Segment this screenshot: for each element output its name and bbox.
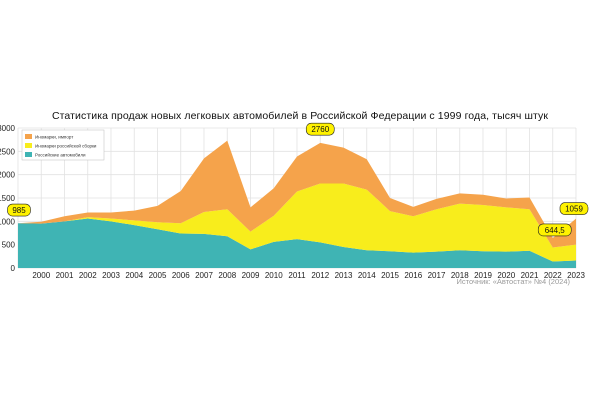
x-tick-label: 2014 xyxy=(358,271,376,280)
x-tick-label: 2020 xyxy=(497,271,515,280)
x-tick-label: 2001 xyxy=(56,271,74,280)
x-tick-label: 2011 xyxy=(288,271,306,280)
legend-swatch xyxy=(25,134,32,139)
x-tick-label: 2008 xyxy=(218,271,236,280)
annotation-label: 644,5 xyxy=(545,226,566,235)
source-note: Источник: «Автостат» №4 (2024) xyxy=(456,277,570,286)
annotation-label: 1059 xyxy=(565,205,583,214)
x-tick-label: 2000 xyxy=(32,271,50,280)
area-series xyxy=(18,140,576,268)
annotation-badge xyxy=(7,203,31,217)
annotation-badge xyxy=(537,223,572,237)
x-tick-label: 2019 xyxy=(474,271,492,280)
annotation-label: 985 xyxy=(12,206,26,215)
x-tick-label: 2004 xyxy=(125,271,143,280)
y-tick-label: 0 xyxy=(11,264,16,273)
x-tick-label: 2021 xyxy=(521,271,539,280)
annotation-label: 2760 xyxy=(311,125,329,134)
x-tick-label: 2018 xyxy=(451,271,469,280)
x-tick-label: 2017 xyxy=(428,271,446,280)
x-tick-label: 2006 xyxy=(172,271,190,280)
x-tick-label: 2012 xyxy=(311,271,329,280)
x-tick-label: 2022 xyxy=(544,271,562,280)
legend-label: Иномарки российской сборки xyxy=(35,143,97,149)
legend: Иномарки, импорт Иномарки российской сбор… xyxy=(21,129,105,161)
legend-swatch xyxy=(25,152,32,157)
area-series-2 xyxy=(18,183,576,262)
legend-label: Российские автомобили xyxy=(35,152,86,158)
annotation-badge xyxy=(305,122,335,136)
y-tick-label: 1500 xyxy=(0,194,16,203)
area-series-3 xyxy=(18,140,576,248)
x-tick-label: 2005 xyxy=(149,271,167,280)
annotation-badge xyxy=(559,202,589,215)
y-tick-label: 2000 xyxy=(0,171,16,180)
area-series-1 xyxy=(18,218,576,268)
legend-swatch xyxy=(25,143,32,148)
legend-box xyxy=(21,129,105,161)
x-tick-label: 2010 xyxy=(265,271,283,280)
legend-label: Иномарки, импорт xyxy=(35,135,73,140)
x-tick-label: 2003 xyxy=(102,271,120,280)
x-tick-label: 2007 xyxy=(195,271,213,280)
x-tick-label: 2013 xyxy=(335,271,353,280)
x-tick-label: 2015 xyxy=(381,271,399,280)
y-axis: 0 500 1000 1500 2000 2500 3000 xyxy=(0,124,16,273)
x-tick-label: 2023 xyxy=(567,271,585,280)
y-tick-label: 1000 xyxy=(0,217,16,226)
x-tick-label: 2002 xyxy=(79,271,97,280)
chart-title: Статистика продаж новых легковых автомоб… xyxy=(51,110,549,122)
y-tick-label: 500 xyxy=(2,241,16,250)
y-tick-label: 2500 xyxy=(0,147,16,156)
x-tick-label: 2016 xyxy=(404,271,422,280)
x-tick-label: 2009 xyxy=(242,271,260,280)
x-axis: 2000 2001 2002 2003 2004 2005 2006 2007 2008 2009… xyxy=(32,271,585,280)
annotations: 985 2760 644,5 1059 xyxy=(7,122,589,237)
y-tick-label: 3000 xyxy=(0,124,16,133)
